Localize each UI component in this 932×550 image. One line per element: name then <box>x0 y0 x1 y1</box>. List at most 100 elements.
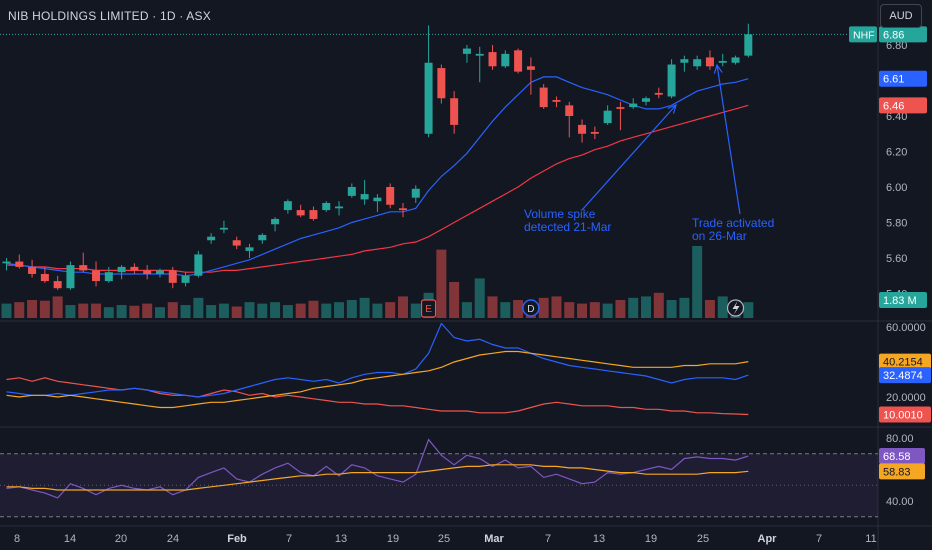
rsi-ma-badge <box>879 463 925 480</box>
ticker-badge-label: NHF <box>853 29 875 41</box>
last-price-badge <box>879 26 927 43</box>
candle-body <box>437 68 446 99</box>
candle-body <box>731 57 740 63</box>
candle-body <box>28 266 37 274</box>
rsi-band <box>0 453 878 517</box>
volume-bar <box>142 303 153 318</box>
candle-body <box>501 53 510 67</box>
x-axis-label: 24 <box>167 533 179 545</box>
volume-bar <box>564 302 575 318</box>
candle-body <box>398 208 407 211</box>
ma-slow-line <box>6 104 749 273</box>
volume-bar <box>39 300 50 318</box>
x-axis-label: Mar <box>484 533 504 545</box>
candle-body <box>360 194 369 200</box>
volume-bar <box>474 278 485 318</box>
candle-body <box>40 273 49 282</box>
price-axis-tick: 5.60 <box>886 253 907 265</box>
volume-bar <box>308 300 319 318</box>
volume-bar <box>551 296 562 318</box>
x-axis-label: 7 <box>286 533 292 545</box>
volume-bar <box>244 302 255 318</box>
candle-body <box>245 247 254 251</box>
candle-body <box>603 110 612 124</box>
volume-bar <box>257 303 268 318</box>
ticker-badge <box>849 26 877 43</box>
candle-body <box>475 53 484 56</box>
volume-bar <box>91 303 102 318</box>
volume-bar <box>717 296 728 318</box>
volume-bar <box>397 296 408 318</box>
volume-bar <box>218 303 229 318</box>
adx-axis-tick: 60.0000 <box>886 322 926 334</box>
x-axis-label: 19 <box>645 533 657 545</box>
candle-body <box>488 52 497 67</box>
volume-bar <box>615 300 626 318</box>
x-axis-label: 7 <box>816 533 822 545</box>
volume-bar <box>14 302 25 318</box>
candle-body <box>616 107 625 109</box>
candle-body <box>629 103 638 108</box>
volume-bar <box>410 303 421 318</box>
volume-bar <box>180 305 191 318</box>
currency-button[interactable]: AUD <box>880 4 922 28</box>
candle-body <box>667 64 676 97</box>
candle-body <box>79 265 88 271</box>
candle-body <box>705 57 714 67</box>
rsi-badge-label: 68.58 <box>883 451 911 463</box>
candle-body <box>322 202 331 211</box>
trade-label: Trade activated <box>692 216 774 230</box>
earnings-marker-label: E <box>425 304 432 315</box>
ma-fast-line <box>6 76 749 277</box>
candle-body <box>680 59 689 63</box>
candle-body <box>462 48 471 54</box>
candle-body <box>450 98 459 125</box>
trade-label: on 26-Mar <box>692 229 747 243</box>
candle-body <box>2 261 11 264</box>
x-axis-label: 13 <box>335 533 347 545</box>
volume-bar <box>628 297 639 318</box>
candle-body <box>578 124 587 134</box>
candle-body <box>258 234 267 241</box>
x-axis-label: 14 <box>64 533 76 545</box>
candle-body <box>718 60 727 63</box>
candle-body <box>373 197 382 202</box>
volume-bar <box>282 305 293 318</box>
volume-bar <box>103 307 114 318</box>
lightning-icon <box>732 301 740 315</box>
di-plus-badge <box>879 353 931 370</box>
volume-bar <box>602 303 613 318</box>
candle-body <box>219 227 228 230</box>
volume-bar <box>692 246 703 318</box>
candle-body <box>411 188 420 198</box>
volume-bar <box>461 302 472 318</box>
candle-body <box>155 270 164 274</box>
volume-bar <box>487 296 498 318</box>
last-price-badge-label: 6.86 <box>883 29 904 41</box>
x-axis-label: 13 <box>593 533 605 545</box>
rsi-badge <box>879 447 925 464</box>
volume-bar <box>231 306 242 318</box>
volume-bar <box>538 297 549 318</box>
candle-body <box>104 272 113 282</box>
volume-spike-label: Volume spike <box>524 207 596 221</box>
candle-body <box>232 240 241 246</box>
dividend-marker-label: D <box>527 304 534 315</box>
candle-body <box>590 131 599 134</box>
adx-axis-tick: 20.0000 <box>886 392 926 404</box>
volume-badge-label: 1.83 M <box>883 295 917 307</box>
earnings-marker <box>420 299 437 318</box>
price-axis-tick: 5.80 <box>886 218 907 230</box>
volume-badge <box>879 292 927 308</box>
volume-spike-arrow <box>581 104 677 211</box>
volume-bar <box>270 302 281 318</box>
volume-bar <box>116 305 127 318</box>
volume-bar <box>321 303 332 318</box>
rsi-ma-line <box>6 464 749 491</box>
candle-body <box>744 34 753 56</box>
volume-bar <box>500 302 511 318</box>
x-axis-label: 25 <box>697 533 709 545</box>
volume-bar <box>577 303 588 318</box>
candle-body <box>309 210 318 219</box>
price-axis-tick: 6.00 <box>886 182 907 194</box>
